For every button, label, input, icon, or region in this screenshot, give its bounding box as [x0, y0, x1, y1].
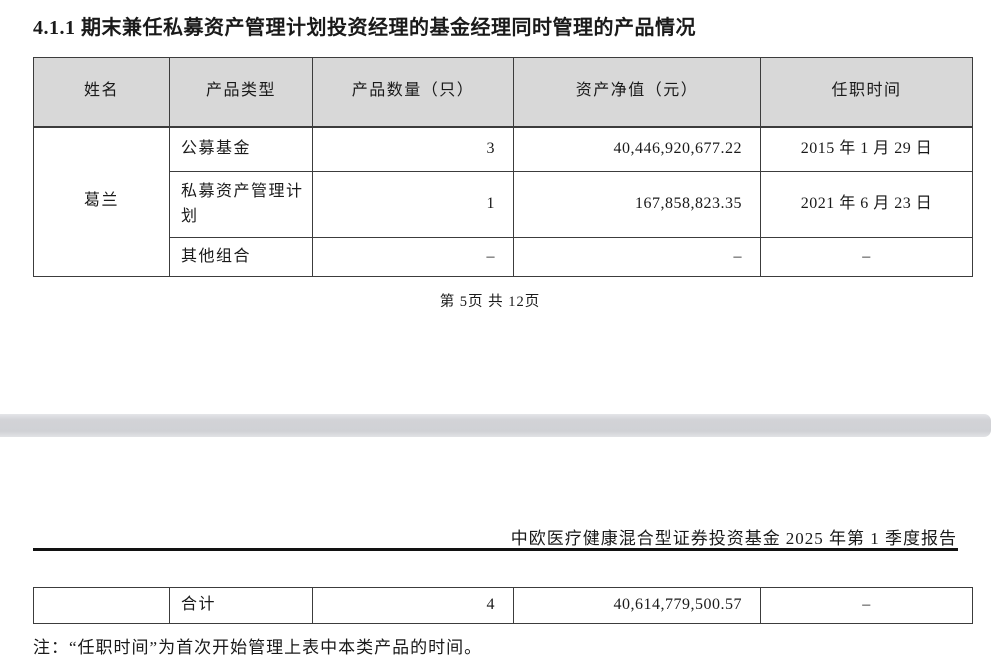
table-row: 私募资产管理计划 1 167,858,823.35 2021 年 6 月 23 …: [34, 171, 973, 238]
product-type-cell: 私募资产管理计划: [169, 171, 313, 238]
fund-name-link[interactable]: 中欧医疗健康混合型证券投资基金: [510, 529, 781, 551]
tenure-date-cell: 2021 年 6 月 23 日: [760, 171, 973, 238]
footnote: 注：“任职时间”为首次开始管理上表中本类产品的时间。: [33, 638, 483, 657]
net-asset-value-cell: 167,858,823.35: [513, 171, 761, 238]
column-header-product-count: 产品数量（只）: [312, 57, 514, 128]
page-number-indicator: 第 5页 共 12页: [439, 294, 541, 310]
report-header: 中欧医疗健康混合型证券投资基金 2025 年第 1 季度报告: [510, 524, 957, 551]
product-count-cell: –: [312, 237, 514, 277]
report-title-suffix: 2025 年第 1 季度报告: [785, 529, 957, 548]
tenure-date-cell: 2015 年 1 月 29 日: [760, 126, 973, 172]
manager-products-table: 姓名 产品类型 产品数量（只） 资产净值（元） 任职时间 葛兰 公募基金 3 4…: [33, 57, 973, 277]
column-header-net-asset-value: 资产净值（元）: [513, 57, 761, 128]
product-count-cell: 1: [312, 171, 514, 238]
column-header-product-type: 产品类型: [169, 57, 313, 128]
page-separator-band: [0, 414, 991, 437]
product-type-cell: 其他组合: [169, 237, 313, 277]
total-net-asset-value-cell: 40,614,779,500.57: [513, 587, 761, 624]
totals-table: 合计 4 40,614,779,500.57 –: [33, 587, 973, 624]
table-row: 其他组合 – – –: [34, 237, 973, 277]
product-count-cell: 3: [312, 126, 514, 172]
table-header-row: 姓名 产品类型 产品数量（只） 资产净值（元） 任职时间: [33, 57, 973, 128]
total-count-cell: 4: [312, 587, 514, 624]
column-header-name: 姓名: [33, 57, 170, 128]
net-asset-value-cell: –: [513, 237, 761, 277]
product-type-cell: 公募基金: [169, 126, 313, 172]
net-asset-value-cell: 40,446,920,677.22: [513, 126, 761, 172]
total-label-cell: 合计: [169, 587, 313, 624]
total-tenure-date-cell: –: [760, 587, 973, 624]
section-title: 4.1.1 期末兼任私募资产管理计划投资经理的基金经理同时管理的产品情况: [33, 17, 696, 39]
total-row: 合计 4 40,614,779,500.57 –: [33, 587, 973, 624]
manager-name-cell: 葛兰: [33, 126, 170, 277]
table-row: 葛兰 公募基金 3 40,446,920,677.22 2015 年 1 月 2…: [33, 126, 973, 277]
empty-name-cell: [33, 587, 170, 624]
header-divider-rule: [33, 548, 958, 551]
column-header-tenure-date: 任职时间: [760, 57, 973, 128]
tenure-date-cell: –: [760, 237, 973, 277]
